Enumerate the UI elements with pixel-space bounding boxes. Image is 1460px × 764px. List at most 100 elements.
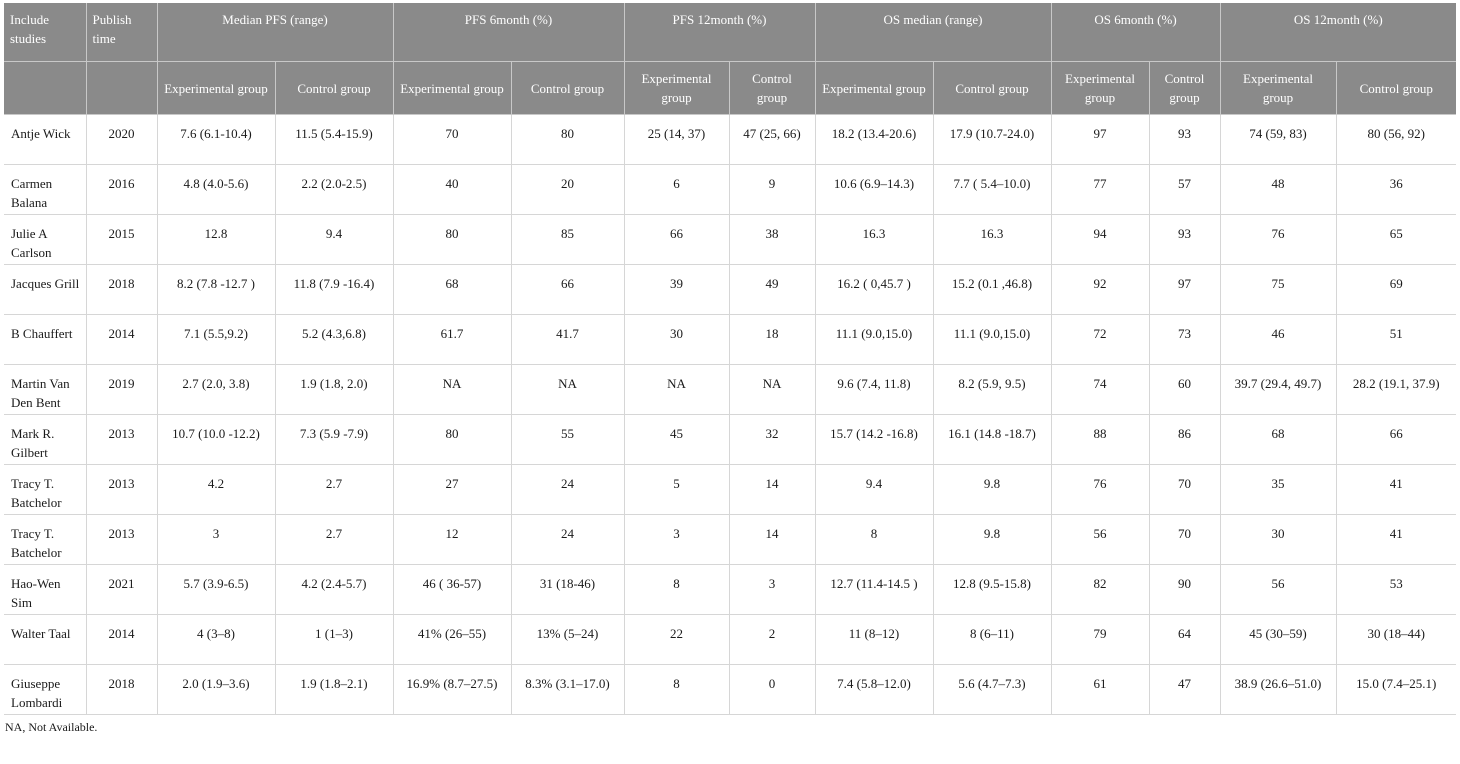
header-sub-control: Control group bbox=[729, 61, 816, 115]
table-cell: 30 bbox=[1220, 514, 1337, 565]
table-cell: 22 bbox=[624, 614, 730, 665]
table-cell: 76 bbox=[1220, 214, 1337, 265]
table-cell: 90 bbox=[1149, 564, 1221, 615]
table-cell: 5.6 (4.7–7.3) bbox=[933, 664, 1052, 715]
cell-publish-time: 2013 bbox=[86, 414, 158, 465]
cell-publish-time: 2014 bbox=[86, 614, 158, 665]
table-cell: 9.4 bbox=[275, 214, 394, 265]
table-cell: 72 bbox=[1051, 314, 1150, 365]
header-publish-time: Publish time bbox=[86, 3, 158, 62]
table-cell: 60 bbox=[1149, 364, 1221, 415]
table-cell: 7.1 (5.5,9.2) bbox=[157, 314, 276, 365]
table-cell: 5 bbox=[624, 464, 730, 515]
table-cell: 61 bbox=[1051, 664, 1150, 715]
table-cell: 8 bbox=[624, 564, 730, 615]
table-cell: 56 bbox=[1051, 514, 1150, 565]
table-cell: 45 bbox=[624, 414, 730, 465]
table-cell: 56 bbox=[1220, 564, 1337, 615]
table-cell: 80 bbox=[393, 414, 512, 465]
table-cell: 41.7 bbox=[511, 314, 625, 365]
header-sub-experimental: Experimental group bbox=[1220, 61, 1337, 115]
header-sub-control: Control group bbox=[1336, 61, 1457, 115]
table-row: Carmen Balana 2016 4.8 (4.0-5.6) 2.2 (2.0-2… bbox=[4, 164, 1457, 215]
header-sub-control: Control group bbox=[511, 61, 625, 115]
header-os-6month: OS 6month (%) bbox=[1051, 3, 1221, 62]
table-row: Tracy T. Batchelor 2013 4.2 2.7 27 24 5 14 9.4 9.… bbox=[4, 464, 1457, 515]
table-cell: 74 (59, 83) bbox=[1220, 114, 1337, 165]
table-cell: 14 bbox=[729, 464, 816, 515]
table-cell: 93 bbox=[1149, 214, 1221, 265]
table-cell: 11.8 (7.9 -16.4) bbox=[275, 264, 394, 315]
table-row: Jacques Grill 2018 8.2 (7.8 -12.7 ) 11.8 (7… bbox=[4, 264, 1457, 315]
header-sub-experimental: Experimental group bbox=[815, 61, 934, 115]
table-cell: 17.9 (10.7-24.0) bbox=[933, 114, 1052, 165]
table-cell: 12.8 bbox=[157, 214, 276, 265]
table-cell: 74 bbox=[1051, 364, 1150, 415]
header-sub-empty bbox=[4, 61, 87, 115]
table-cell: 5.7 (3.9-6.5) bbox=[157, 564, 276, 615]
cell-publish-time: 2016 bbox=[86, 164, 158, 215]
table-cell: 24 bbox=[511, 514, 625, 565]
table-cell: 80 bbox=[393, 214, 512, 265]
table-cell: 9.4 bbox=[815, 464, 934, 515]
table-cell: 41% (26–55) bbox=[393, 614, 512, 665]
table-row: Hao-Wen Sim 2021 5.7 (3.9-6.5) 4.2 (2.4-5.7… bbox=[4, 564, 1457, 615]
cell-publish-time: 2018 bbox=[86, 664, 158, 715]
table-cell: 2.0 (1.9–3.6) bbox=[157, 664, 276, 715]
table-cell: 46 bbox=[1220, 314, 1337, 365]
table-container: Include studies Publish time Median PFS … bbox=[4, 3, 1457, 735]
table-cell: 4.2 (2.4-5.7) bbox=[275, 564, 394, 615]
table-cell: 2 bbox=[729, 614, 816, 665]
table-cell: 41 bbox=[1336, 464, 1457, 515]
table-cell: 35 bbox=[1220, 464, 1337, 515]
cell-study-name: Tracy T. Batchelor bbox=[4, 514, 87, 565]
table-cell: 9.8 bbox=[933, 514, 1052, 565]
table-row: Antje Wick 2020 7.6 (6.1-10.4) 11.5 (5.4-15… bbox=[4, 114, 1457, 165]
table-cell: 64 bbox=[1149, 614, 1221, 665]
table-cell: 66 bbox=[624, 214, 730, 265]
table-cell: 2.7 bbox=[275, 514, 394, 565]
table-row: B Chauffert 2014 7.1 (5.5,9.2) 5.2 (4.3,6.8… bbox=[4, 314, 1457, 365]
header-sub-experimental: Experimental group bbox=[157, 61, 276, 115]
cell-study-name: Walter Taal bbox=[4, 614, 87, 665]
table-cell: 57 bbox=[1149, 164, 1221, 215]
table-cell: 11 (8–12) bbox=[815, 614, 934, 665]
cell-publish-time: 2014 bbox=[86, 314, 158, 365]
cell-study-name: B Chauffert bbox=[4, 314, 87, 365]
cell-publish-time: 2019 bbox=[86, 364, 158, 415]
cell-publish-time: 2020 bbox=[86, 114, 158, 165]
table-cell: 8.3% (3.1–17.0) bbox=[511, 664, 625, 715]
table-cell: 11.1 (9.0,15.0) bbox=[815, 314, 934, 365]
table-cell: 2.2 (2.0-2.5) bbox=[275, 164, 394, 215]
table-cell: 65 bbox=[1336, 214, 1457, 265]
cell-publish-time: 2013 bbox=[86, 464, 158, 515]
table-cell: 97 bbox=[1051, 114, 1150, 165]
table-cell: 8.2 (7.8 -12.7 ) bbox=[157, 264, 276, 315]
header-sub-experimental: Experimental group bbox=[624, 61, 730, 115]
table-cell: 45 (30–59) bbox=[1220, 614, 1337, 665]
table-cell: 88 bbox=[1051, 414, 1150, 465]
header-os-12month: OS 12month (%) bbox=[1220, 3, 1457, 62]
table-cell: 5.2 (4.3,6.8) bbox=[275, 314, 394, 365]
table-cell: 28.2 (19.1, 37.9) bbox=[1336, 364, 1457, 415]
table-cell: 3 bbox=[729, 564, 816, 615]
header-sub-experimental: Experimental group bbox=[393, 61, 512, 115]
table-cell: 85 bbox=[511, 214, 625, 265]
table-row: Giuseppe Lombardi 2018 2.0 (1.9–3.6) 1.9 (1… bbox=[4, 664, 1457, 715]
header-include-studies: Include studies bbox=[4, 3, 87, 62]
table-row: Walter Taal 2014 4 (3–8) 1 (1–3) 41% (26–55)… bbox=[4, 614, 1457, 665]
table-cell: 18.2 (13.4-20.6) bbox=[815, 114, 934, 165]
table-cell: 70 bbox=[1149, 514, 1221, 565]
table-cell: 7.4 (5.8–12.0) bbox=[815, 664, 934, 715]
table-cell: 12.7 (11.4-14.5 ) bbox=[815, 564, 934, 615]
table-cell: 1 (1–3) bbox=[275, 614, 394, 665]
header-row-sub: Experimental group Control group Experim… bbox=[4, 61, 1457, 115]
table-cell: 70 bbox=[1149, 464, 1221, 515]
table-cell: 82 bbox=[1051, 564, 1150, 615]
table-cell: 27 bbox=[393, 464, 512, 515]
table-cell: 61.7 bbox=[393, 314, 512, 365]
table-cell: 39.7 (29.4, 49.7) bbox=[1220, 364, 1337, 415]
table-cell: 40 bbox=[393, 164, 512, 215]
table-cell: NA bbox=[511, 364, 625, 415]
table-cell: 8 (6–11) bbox=[933, 614, 1052, 665]
